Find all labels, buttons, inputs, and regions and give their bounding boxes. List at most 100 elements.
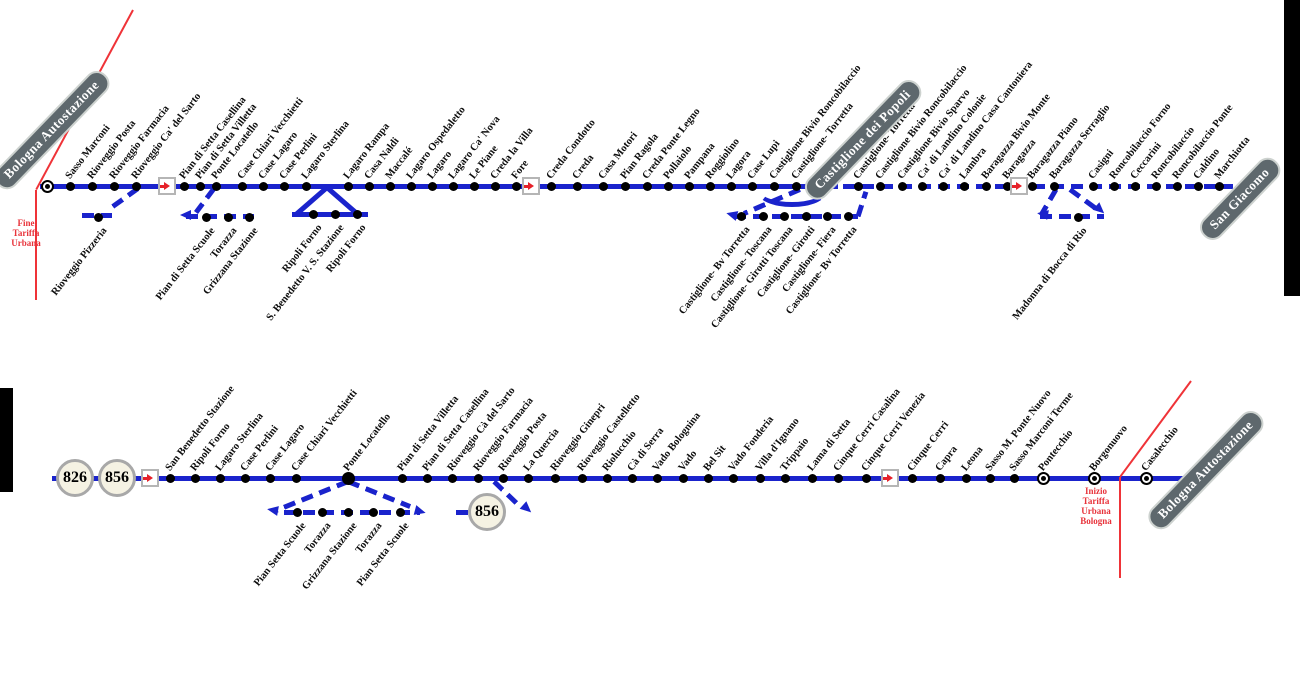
station-dot — [897, 181, 907, 191]
branch-station-dot — [353, 210, 362, 219]
station-dot — [917, 181, 927, 191]
bridge-arc — [757, 176, 827, 207]
route-line-segment — [52, 475, 1190, 481]
station-dot — [833, 473, 843, 483]
route-badge-856: 856 — [98, 459, 136, 497]
ring-stop — [1088, 472, 1101, 485]
station-dot — [341, 471, 355, 485]
station-dot — [385, 181, 395, 191]
direction-arrow-head — [147, 474, 157, 482]
station-dot — [627, 473, 637, 483]
station-label: Ponte Locatello — [341, 411, 394, 474]
station-dot — [1027, 181, 1037, 191]
ring-stop — [1037, 472, 1050, 485]
station-dot — [550, 473, 560, 483]
station-dot — [1193, 181, 1203, 191]
direction-arrow-bar — [883, 476, 888, 480]
arrow-wedge-icon — [519, 501, 539, 520]
branch-station-dot — [344, 508, 353, 517]
branch-station-dot — [802, 212, 811, 221]
direction-arrow-bar — [160, 184, 165, 188]
branch-station-dot — [245, 213, 254, 222]
station-dot — [427, 181, 437, 191]
fare-note-inizio-tariffa-urbana: Inizio Tariffa Urbana Bologna — [1080, 486, 1112, 526]
station-dot — [705, 181, 715, 191]
station-dot — [1214, 181, 1224, 191]
station-dot — [938, 181, 948, 191]
station-dot — [853, 181, 863, 191]
station-label: Capra — [933, 444, 960, 474]
branch-station-dot — [318, 508, 327, 517]
arrow-wedge-icon — [261, 503, 279, 516]
station-dot — [165, 473, 175, 483]
station-dot — [875, 181, 885, 191]
route-line-segment — [843, 183, 1233, 189]
station-dot — [598, 181, 608, 191]
station-label: Leona — [959, 444, 986, 474]
ring-stop-center — [1092, 476, 1097, 481]
branch-station-dot — [224, 213, 233, 222]
route-badge-826: 826 — [56, 459, 94, 497]
station-dot — [703, 473, 713, 483]
arrow-wedge-icon — [413, 505, 432, 519]
fare-note-fine-tariffa-urbana: Fine Tariffa Urbana — [11, 218, 41, 248]
station-dot — [546, 181, 556, 191]
station-dot — [279, 181, 289, 191]
station-dot — [447, 473, 457, 483]
direction-arrow-icon — [158, 177, 176, 195]
station-dot — [490, 181, 500, 191]
station-dot — [684, 181, 694, 191]
route-line-segment — [734, 213, 858, 219]
direction-arrow-head — [887, 474, 897, 482]
station-dot — [642, 181, 652, 191]
station-label: Bel Sit — [701, 443, 729, 474]
branch-station-dot — [844, 212, 853, 221]
branch-station-dot — [737, 212, 746, 221]
station-dot — [109, 181, 119, 191]
ring-stop-center — [1041, 476, 1046, 481]
station-dot — [728, 473, 738, 483]
station-dot — [498, 473, 508, 483]
station-dot — [985, 473, 995, 483]
branch-station-dot — [759, 212, 768, 221]
station-dot — [65, 181, 75, 191]
station-dot — [1172, 181, 1182, 191]
station-dot — [240, 473, 250, 483]
station-dot — [961, 473, 971, 483]
route-line-segment — [292, 211, 368, 217]
station-dot — [663, 181, 673, 191]
direction-arrow-icon — [522, 177, 540, 195]
station-dot — [652, 473, 662, 483]
station-dot — [1130, 181, 1140, 191]
station-label: Casalecchio — [1139, 424, 1181, 474]
station-dot — [1002, 181, 1012, 191]
branch-station-dot — [396, 508, 405, 517]
station-dot — [422, 473, 432, 483]
station-dot — [511, 181, 521, 191]
station-dot — [448, 181, 458, 191]
station-label: Vado — [676, 448, 700, 474]
station-dot — [179, 181, 189, 191]
station-dot — [131, 181, 141, 191]
ring-stop — [41, 180, 54, 193]
station-dot — [769, 181, 779, 191]
station-dot — [577, 473, 587, 483]
station-dot — [215, 473, 225, 483]
direction-arrow-bar — [1012, 184, 1017, 188]
branch-station-dot — [1074, 213, 1083, 222]
station-dot — [258, 181, 268, 191]
branch-station-dot — [202, 213, 211, 222]
station-dot — [678, 473, 688, 483]
station-dot — [861, 473, 871, 483]
station-dot — [807, 473, 817, 483]
ring-stop-center — [1144, 476, 1149, 481]
station-dot — [301, 181, 311, 191]
branch-station-dot — [94, 213, 103, 222]
station-dot — [1049, 181, 1059, 191]
station-dot — [780, 473, 790, 483]
branch-station-dot — [369, 508, 378, 517]
station-dot — [602, 473, 612, 483]
route-line-segment — [347, 478, 411, 509]
